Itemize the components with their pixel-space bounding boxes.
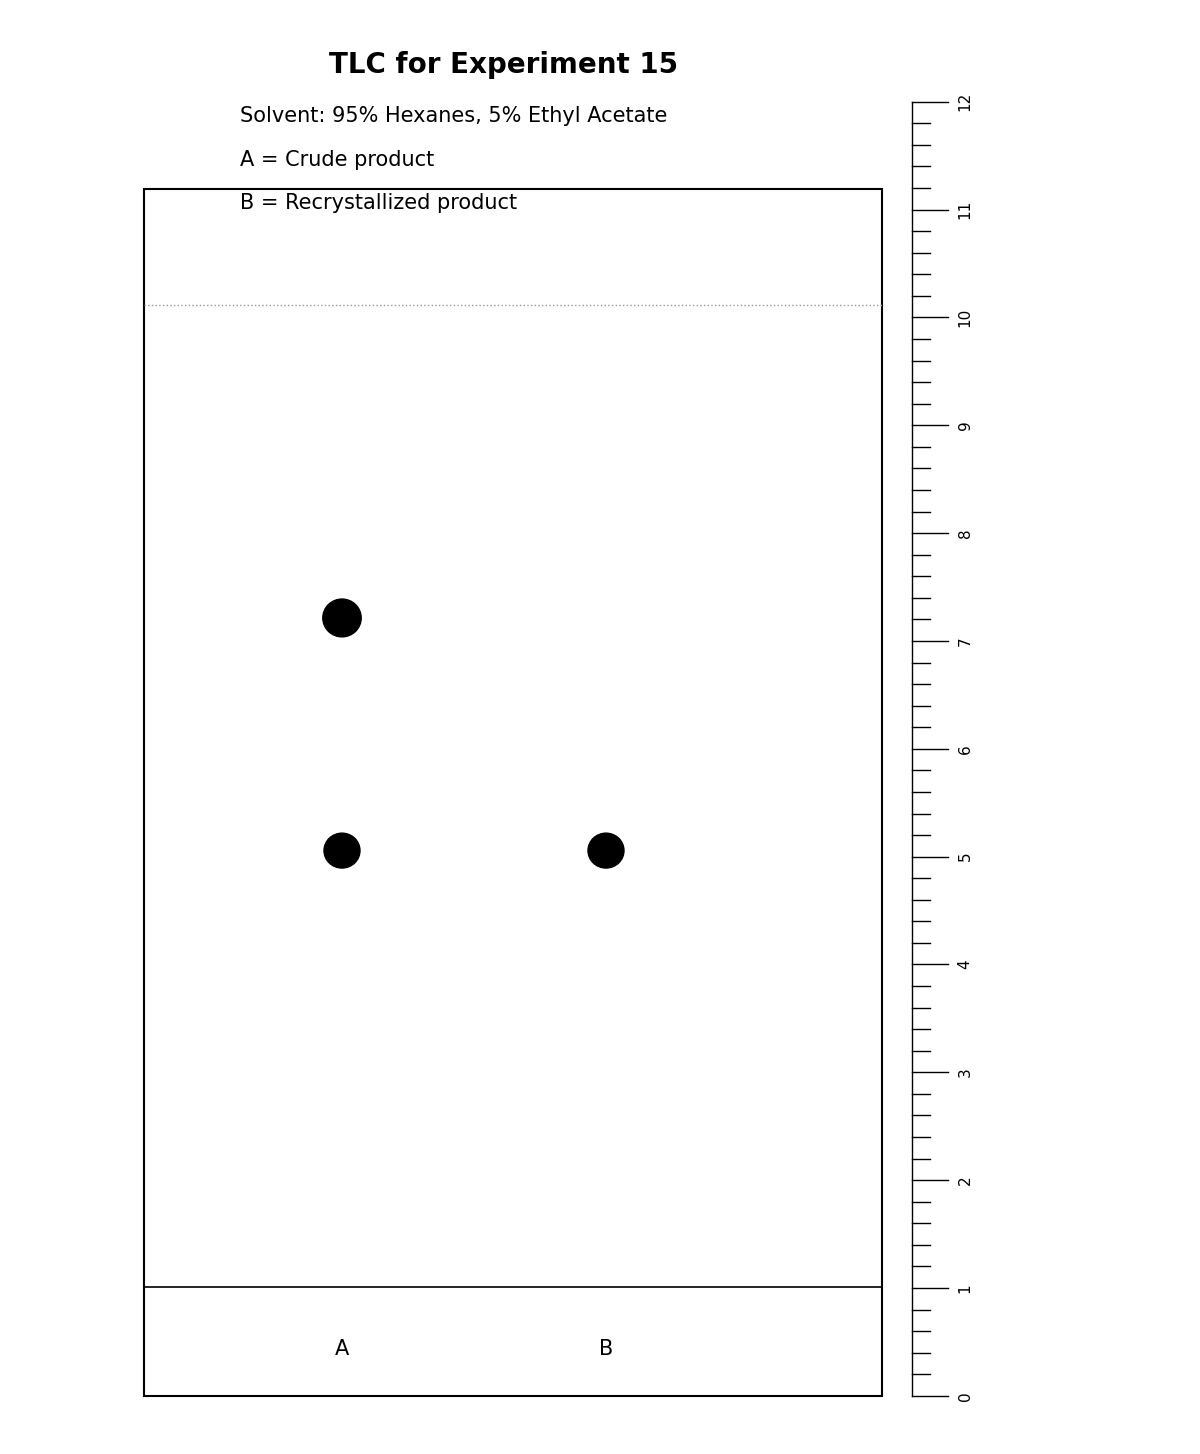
Text: 6: 6 xyxy=(958,744,973,753)
Text: 9: 9 xyxy=(958,420,973,430)
Ellipse shape xyxy=(324,833,360,868)
Text: TLC for Experiment 15: TLC for Experiment 15 xyxy=(330,51,678,79)
Text: Solvent: 95% Hexanes, 5% Ethyl Acetate: Solvent: 95% Hexanes, 5% Ethyl Acetate xyxy=(240,106,667,126)
Text: B: B xyxy=(599,1339,613,1359)
Text: 8: 8 xyxy=(958,528,973,538)
Ellipse shape xyxy=(588,833,624,868)
Text: 2: 2 xyxy=(958,1175,973,1185)
Text: 10: 10 xyxy=(958,308,973,327)
Text: A: A xyxy=(335,1339,349,1359)
Text: 7: 7 xyxy=(958,637,973,646)
Text: 4: 4 xyxy=(958,960,973,970)
Text: B = Recrystallized product: B = Recrystallized product xyxy=(240,193,517,214)
Text: 1: 1 xyxy=(958,1284,973,1293)
Text: 0: 0 xyxy=(958,1391,973,1400)
Text: 5: 5 xyxy=(958,852,973,861)
Text: 3: 3 xyxy=(958,1067,973,1077)
Ellipse shape xyxy=(323,599,361,637)
Text: 11: 11 xyxy=(958,201,973,220)
Text: 12: 12 xyxy=(958,92,973,112)
Text: A = Crude product: A = Crude product xyxy=(240,150,434,170)
Bar xyxy=(144,189,882,1396)
